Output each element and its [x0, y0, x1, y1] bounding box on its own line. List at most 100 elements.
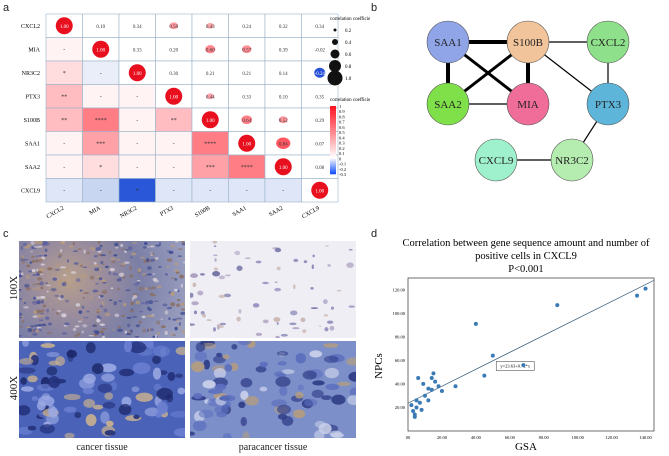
y-tick-label: 120.00	[393, 287, 406, 292]
tissue-texture	[123, 302, 127, 307]
tissue-texture	[102, 263, 105, 266]
tissue-texture	[40, 343, 56, 349]
tissue-texture	[64, 322, 70, 326]
network-nodes: SAA1 S100B CXCL2 SAA2 MIA PTX3 CXCL9 NR3C2	[426, 20, 630, 182]
scatter-point	[473, 321, 478, 326]
tissue-texture	[29, 324, 35, 328]
tissue-texture	[142, 246, 147, 249]
tissue-texture	[60, 294, 64, 299]
tissue-texture	[104, 265, 109, 268]
tissue-texture	[47, 404, 56, 418]
tissue-texture	[170, 302, 176, 307]
heatmap-significance: **	[171, 118, 177, 124]
tissue-texture	[46, 351, 60, 358]
tissue-texture	[68, 286, 72, 288]
tissue-texture	[136, 281, 140, 284]
legend-color-label: 0.3	[339, 141, 345, 146]
tissue-texture	[314, 430, 325, 438]
tissue-texture	[164, 273, 168, 276]
tissue-texture	[100, 260, 104, 265]
heatmap-value: 0.29	[315, 119, 324, 124]
heatmap-significance: -	[136, 94, 138, 100]
tissue-texture	[304, 398, 318, 407]
tissue-texture	[31, 255, 36, 258]
tissue-texture	[20, 386, 34, 392]
tissue-texture	[231, 344, 238, 350]
tissue-texture	[56, 263, 60, 266]
tissue-texture	[150, 252, 155, 256]
legend-color-swatch	[330, 151, 336, 154]
tissue-texture	[46, 308, 49, 313]
legend-color-swatch	[330, 163, 336, 166]
legend-color-swatch	[330, 119, 336, 122]
tissue-texture	[45, 282, 49, 284]
tissue-texture	[133, 414, 140, 420]
tissue-texture	[349, 387, 356, 397]
heatmap-value: 0.34	[133, 25, 142, 30]
tissue-texture	[262, 319, 269, 324]
heatmap-diagonal-value: 1.00	[96, 48, 105, 53]
tissue-texture	[118, 272, 125, 277]
tissue-texture	[292, 327, 300, 330]
tissue-texture	[329, 325, 335, 331]
heatmap-significance: -	[282, 188, 284, 194]
tissue-texture	[30, 354, 39, 366]
heatmap-row-label: CXCL9	[21, 188, 40, 194]
legend-color-swatch	[330, 134, 336, 137]
tissue-texture	[252, 303, 260, 308]
tissue-texture	[236, 265, 243, 271]
tissue-texture	[277, 361, 287, 366]
scatter-point	[635, 293, 640, 298]
tissue-texture	[42, 257, 46, 260]
tissue-texture	[276, 404, 292, 415]
tissue-texture	[214, 383, 227, 391]
tissue-texture	[60, 248, 63, 253]
tissue-texture	[314, 420, 326, 428]
tissue-texture	[151, 273, 156, 275]
tissue-texture	[179, 274, 184, 279]
network-node	[426, 20, 470, 64]
tissue-texture	[129, 341, 147, 354]
legend-color-swatch	[330, 140, 336, 142]
legend-color-swatch	[330, 106, 336, 108]
tissue-texture	[34, 259, 40, 263]
tissue-texture	[63, 393, 81, 401]
tissue-texture	[35, 273, 41, 276]
tissue-texture	[106, 420, 114, 427]
tissue-texture	[38, 254, 44, 257]
legend-color-swatch	[330, 121, 336, 124]
heatmap-value: 0.57	[242, 48, 251, 53]
heatmap-diagonal-value: 1.00	[133, 72, 142, 77]
tissue-texture	[168, 317, 171, 321]
heatmap-significance: -	[100, 71, 102, 77]
tissue-texture	[110, 287, 114, 290]
tissue-texture	[35, 255, 39, 258]
legend-color-swatch	[330, 114, 336, 117]
tissue-texture	[127, 246, 133, 251]
tissue-texture	[110, 257, 116, 260]
heatmap-value: 0.10	[96, 25, 105, 30]
scatter-point	[411, 408, 416, 413]
tissue-texture	[58, 253, 63, 258]
scatter-point	[439, 388, 444, 393]
legend-color-label: 0.1	[339, 151, 345, 156]
tissue-texture	[170, 410, 185, 418]
legend-color-swatch	[330, 128, 336, 131]
tissue-texture	[325, 383, 340, 391]
tissue-texture	[155, 411, 162, 418]
tissue-texture	[212, 241, 218, 244]
tissue-texture	[347, 394, 356, 406]
tissue-texture	[203, 359, 211, 370]
tissue-texture	[19, 312, 23, 317]
heatmap-significance: -	[63, 141, 65, 147]
tissue-texture	[176, 319, 179, 323]
tissue-texture	[303, 260, 308, 264]
tissue-texture	[22, 341, 30, 347]
tissue-texture	[117, 328, 123, 333]
tissue-texture	[152, 277, 158, 282]
scatter-point	[429, 376, 434, 381]
tissue-texture	[116, 258, 121, 261]
tissue-texture	[38, 319, 44, 321]
heatmap-diagonal-value: 1.00	[60, 25, 69, 30]
tissue-texture	[100, 254, 106, 257]
